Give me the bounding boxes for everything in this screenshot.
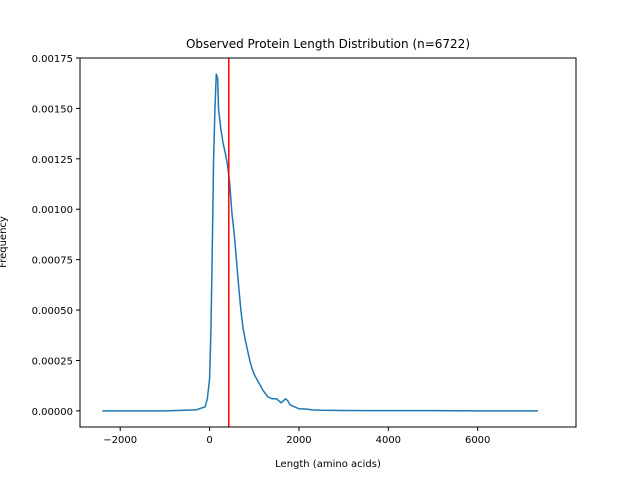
x-tick-label: 4000 [376, 435, 401, 446]
plot-frame [79, 57, 577, 428]
plot-area [102, 58, 539, 427]
y-tick-label: 0.00000 [32, 407, 73, 418]
x-tick-label: 2000 [286, 435, 311, 446]
y-tick-label: 0.00025 [32, 356, 73, 367]
y-axis: 0.00000 0.00025 0.00050 0.00075 0.00100 0.001… [32, 54, 80, 418]
chart-title: Observed Protein Length Distribution (n=… [186, 37, 470, 51]
x-tick-label: 6000 [465, 435, 490, 446]
x-axis-label: Length (amino acids) [275, 459, 381, 470]
y-tick-label: 0.00125 [32, 155, 73, 166]
x-tick-label: −2000 [103, 435, 137, 446]
y-tick-label: 0.00050 [32, 306, 73, 317]
y-tick-label: 0.00100 [32, 205, 73, 216]
y-tick-label: 0.00075 [32, 256, 73, 267]
y-axis-label: Frequency [0, 216, 9, 268]
y-tick-label: 0.00175 [32, 54, 73, 65]
y-tick-label: 0.00150 [32, 104, 73, 115]
x-axis: −2000 0 2000 4000 6000 [103, 427, 490, 446]
density-series-line [102, 73, 539, 412]
x-tick-label: 0 [206, 435, 212, 446]
